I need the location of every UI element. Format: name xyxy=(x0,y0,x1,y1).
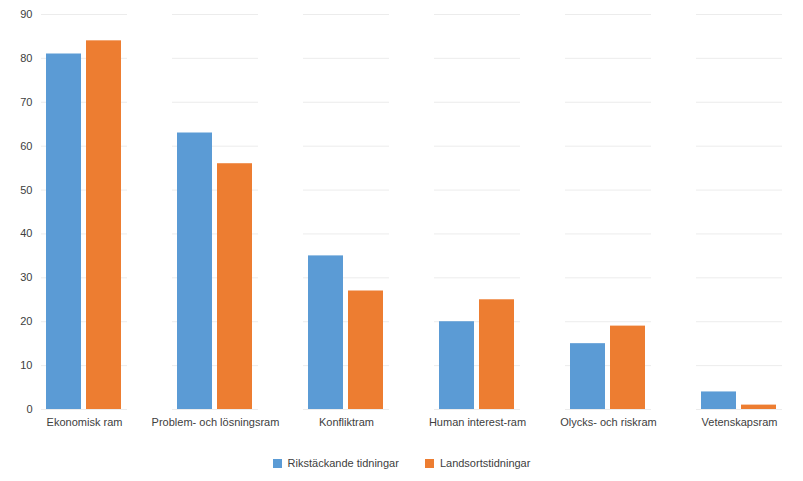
svg-text:Human interest-ram: Human interest-ram xyxy=(429,416,526,428)
svg-text:60: 60 xyxy=(20,140,32,152)
svg-text:40: 40 xyxy=(20,227,32,239)
svg-text:50: 50 xyxy=(20,184,32,196)
svg-text:70: 70 xyxy=(20,96,32,108)
svg-text:20: 20 xyxy=(20,315,32,327)
svg-text:0: 0 xyxy=(26,403,32,415)
svg-text:30: 30 xyxy=(20,271,32,283)
html-text:Landsortstidningar: Landsortstidningar xyxy=(439,457,531,469)
svg-text:Ekonomisk ram: Ekonomisk ram xyxy=(47,416,123,428)
svg-text:90: 90 xyxy=(20,8,32,20)
html-text:Rikstäckande tidningar: Rikstäckande tidningar xyxy=(287,457,399,469)
svg-text:Konfliktram: Konfliktram xyxy=(319,416,374,428)
svg-text:Olycks- och riskram: Olycks- och riskram xyxy=(560,416,657,428)
svg-text:80: 80 xyxy=(20,52,32,64)
svg-text:10: 10 xyxy=(20,359,32,371)
svg-text:Vetenskapsram: Vetenskapsram xyxy=(702,416,778,428)
svg-text:Problem- och lösningsram: Problem- och lösningsram xyxy=(152,416,280,428)
